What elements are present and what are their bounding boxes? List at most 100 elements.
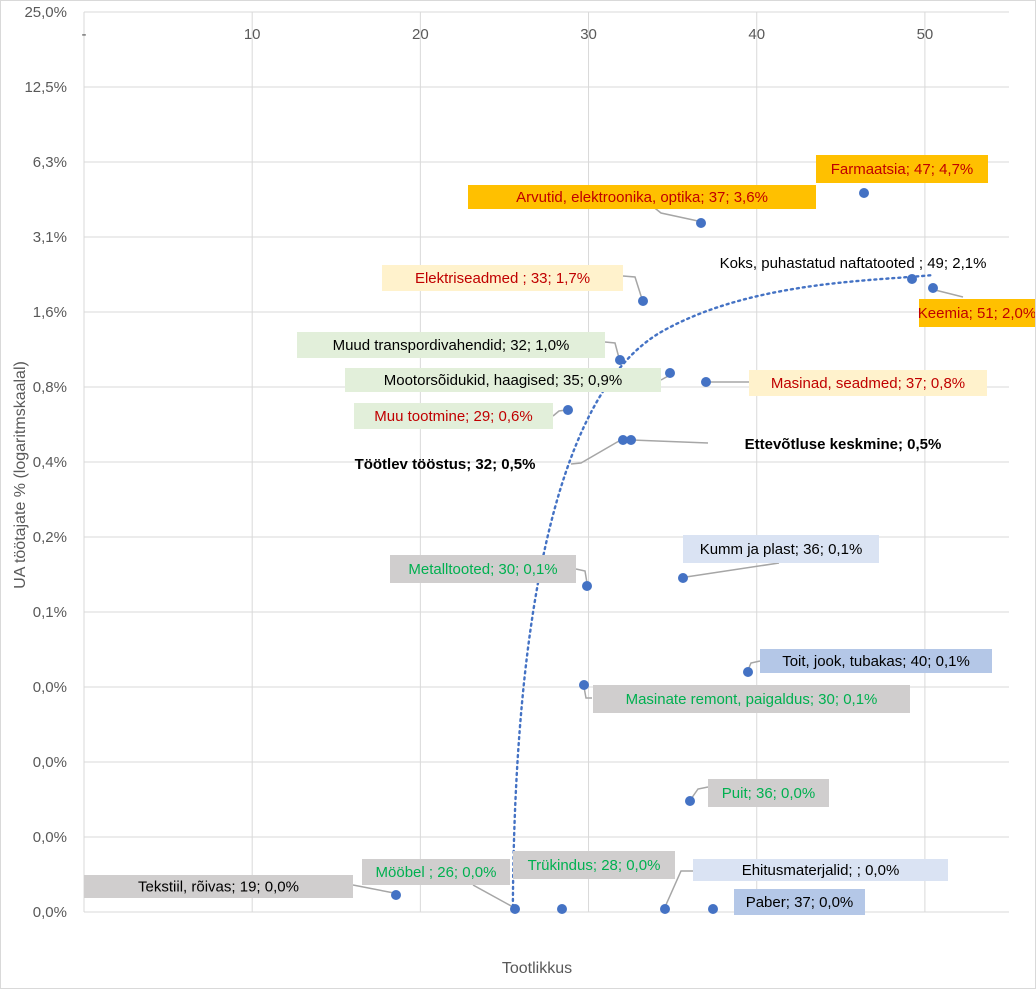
x-tick-label: 30: [580, 26, 597, 43]
data-point: [685, 796, 695, 806]
y-tick-label: 0,4%: [33, 454, 67, 471]
data-label-bg: [390, 555, 576, 583]
data-point: [557, 904, 567, 914]
leader-line: [622, 275, 643, 300]
data-label-bg: [468, 185, 816, 209]
data-point: [928, 283, 938, 293]
y-tick-label: 3,1%: [33, 229, 67, 246]
data-point: [708, 904, 718, 914]
y-tick-label: 0,0%: [33, 904, 67, 921]
x-tick-label: 50: [917, 26, 934, 43]
x-axis-ticks: - 10 20 30 40 50: [82, 26, 934, 43]
leader-line: [685, 562, 780, 578]
data-label-bg: [513, 851, 675, 879]
data-label: Trükindus; 28; 0,0%: [528, 857, 661, 874]
leader-line: [352, 884, 395, 894]
data-label: Ettevõtluse keskmine; 0,5%: [745, 436, 942, 453]
leader-line: [570, 440, 620, 465]
y-axis-ticks: 25,0% 12,5% 6,3% 3,1% 1,6% 0,8% 0,4% 0,2% 0,1% 0,…: [24, 4, 67, 921]
data-label-bg: [683, 535, 879, 563]
data-point: [582, 581, 592, 591]
data-point: [907, 274, 917, 284]
leader-line: [472, 884, 514, 908]
data-label: Muud transpordivahendid; 32; 1,0%: [333, 337, 570, 354]
data-label-bg: [382, 265, 623, 291]
data-point: [579, 680, 589, 690]
leader-line: [604, 341, 620, 359]
y-tick-label: 0,0%: [33, 679, 67, 696]
data-point: [859, 188, 869, 198]
y-tick-label: 0,0%: [33, 754, 67, 771]
data-point: [618, 435, 628, 445]
x-tick-label: 20: [412, 26, 429, 43]
data-point: [660, 904, 670, 914]
leader-line: [664, 870, 693, 908]
leader-line: [632, 439, 709, 444]
data-label-bg: [816, 155, 988, 183]
y-tick-label: 0,0%: [33, 829, 67, 846]
data-label: Keemia; 51; 2,0%: [918, 305, 1035, 322]
data-label: Masinad, seadmed; 37; 0,8%: [771, 375, 965, 392]
y-tick-label: 0,8%: [33, 379, 67, 396]
y-tick-label: 12,5%: [24, 79, 67, 96]
data-label: Masinate remont, paigaldus; 30; 0,1%: [626, 691, 878, 708]
data-label-bg: [919, 299, 1035, 327]
x-tick-label: 10: [244, 26, 261, 43]
data-label: Koks, puhastatud naftatooted ; 49; 2,1%: [720, 255, 987, 272]
data-label-bg: [734, 889, 865, 915]
data-point: [391, 890, 401, 900]
data-point: [510, 904, 520, 914]
data-label: Farmaatsia; 47; 4,7%: [831, 161, 974, 178]
y-tick-label: 25,0%: [24, 4, 67, 21]
data-label: Töötlev tööstus; 32; 0,5%: [355, 456, 536, 473]
data-label: Paber; 37; 0,0%: [746, 894, 854, 911]
data-label: Metalltooted; 30; 0,1%: [408, 561, 557, 578]
data-point: [743, 667, 753, 677]
data-label: Mootorsõidukid, haagised; 35; 0,9%: [384, 372, 622, 389]
data-label-bg: [297, 332, 605, 358]
data-label-bg: [708, 779, 829, 807]
data-label: Mööbel ; 26; 0,0%: [376, 864, 497, 881]
data-label-bg: [760, 649, 992, 673]
leader-line: [690, 786, 709, 800]
data-label: Toit, jook, tubakas; 40; 0,1%: [782, 653, 970, 670]
leader-line: [583, 686, 592, 699]
data-label: Muu tootmine; 29; 0,6%: [374, 408, 532, 425]
data-label-bg: [345, 368, 661, 392]
data-label-bg: [593, 685, 910, 713]
x-tick-label: 40: [748, 26, 765, 43]
leader-line: [575, 568, 588, 584]
data-point: [626, 435, 636, 445]
data-label: Kumm ja plast; 36; 0,1%: [700, 541, 863, 558]
data-label-bg: [84, 875, 353, 898]
y-axis-title: UA töötajate % (logaritmskaalal): [12, 361, 29, 589]
data-label: Tekstiil, rõivas; 19; 0,0%: [138, 879, 299, 896]
data-label: Arvutid, elektroonika, optika; 37; 3,6%: [516, 189, 768, 206]
data-point: [615, 355, 625, 365]
data-point: [638, 296, 648, 306]
y-tick-label: 0,1%: [33, 604, 67, 621]
data-point: [701, 377, 711, 387]
y-tick-label: 6,3%: [33, 154, 67, 171]
data-labels: Farmaatsia; 47; 4,7% Arvutid, elektroonik…: [84, 155, 1035, 915]
data-label-bg: [693, 859, 948, 881]
data-label: Elektriseadmed ; 33; 1,7%: [415, 270, 590, 287]
data-label-bg: [354, 403, 553, 429]
y-tick-label: 1,6%: [33, 304, 67, 321]
data-point: [678, 573, 688, 583]
data-point: [665, 368, 675, 378]
y-tick-label: 0,2%: [33, 529, 67, 546]
x-tick-label: -: [82, 26, 87, 43]
data-label: Puit; 36; 0,0%: [722, 785, 815, 802]
trendline: [511, 273, 935, 909]
data-label-bg: [362, 859, 510, 885]
data-point: [696, 218, 706, 228]
data-label-bg: [749, 370, 987, 396]
data-label: Ehitusmaterjalid; ; 0,0%: [742, 862, 900, 879]
x-axis-title: Tootlikkus: [502, 960, 572, 977]
trendline-group: [511, 273, 935, 909]
data-points: [391, 188, 938, 914]
data-point: [563, 405, 573, 415]
